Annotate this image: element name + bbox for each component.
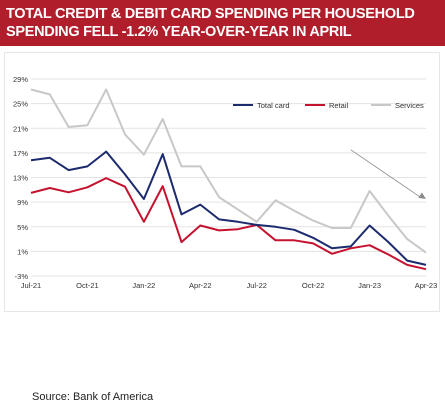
- x-tick-label: Jan-23: [358, 281, 381, 290]
- y-tick-label: 21%: [13, 124, 28, 133]
- x-tick-label: Oct-21: [76, 281, 99, 290]
- x-tick-label: Oct-22: [302, 281, 325, 290]
- chart-panel: -3% 1% 5% 9% 13% 17% 21% 25% 29% Jul-21 Oct-21 Jan-…: [4, 52, 440, 312]
- x-tick-label: Jul-21: [21, 281, 41, 290]
- y-tick-label: 5%: [17, 223, 28, 232]
- legend-label: Total card: [257, 101, 290, 110]
- chart-title-line-1: TOTAL CREDIT & DEBIT CARD SPENDING PER H…: [6, 6, 415, 22]
- legend-label: Services: [395, 101, 424, 110]
- y-tick-label: 9%: [17, 198, 28, 207]
- y-tick-label: 29%: [13, 75, 28, 84]
- line-chart: -3% 1% 5% 9% 13% 17% 21% 25% 29% Jul-21 Oct-21 Jan-…: [13, 75, 438, 290]
- y-tick-label: 13%: [13, 174, 28, 183]
- trend-arrow-head: [418, 192, 426, 200]
- x-tick-label: Apr-22: [189, 281, 212, 290]
- x-tick-label: Jul-22: [246, 281, 266, 290]
- y-tick-label: -3%: [15, 272, 29, 281]
- legend-label: Retail: [329, 101, 349, 110]
- y-tick-label: 25%: [13, 100, 28, 109]
- x-tick-label: Apr-23: [415, 281, 438, 290]
- series-line-services: [30, 88, 427, 254]
- source-note: Source: Bank of America: [32, 391, 154, 403]
- y-tick-label: 17%: [13, 149, 28, 158]
- x-tick-label: Jan-22: [132, 281, 155, 290]
- chart-title-line-2: SPENDING FELL -1.2% YEAR-OVER-YEAR IN AP…: [6, 24, 352, 40]
- series-line-retail: [30, 177, 427, 271]
- y-tick-label: 1%: [17, 247, 28, 256]
- chart-title: TOTAL CREDIT & DEBIT CARD SPENDING PER H…: [6, 5, 442, 41]
- series-line-total-card: [30, 150, 427, 266]
- trend-arrow-line: [350, 149, 422, 198]
- title-banner: TOTAL CREDIT & DEBIT CARD SPENDING PER H…: [0, 0, 445, 46]
